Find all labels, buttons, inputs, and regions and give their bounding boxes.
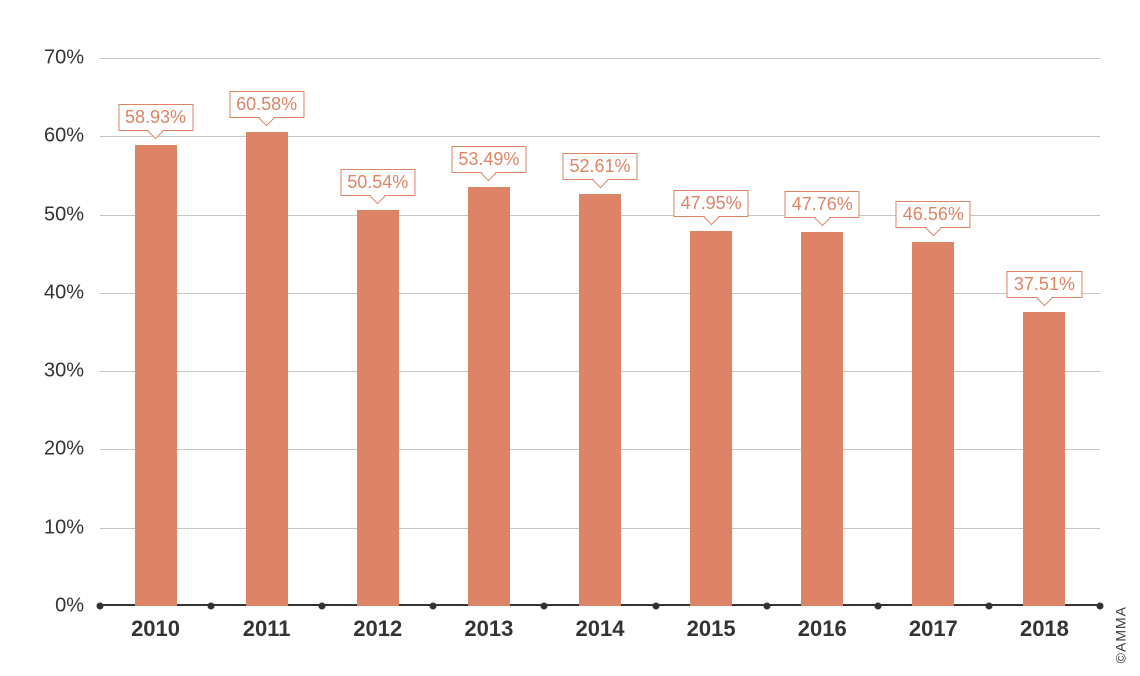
bar [1023, 312, 1065, 606]
data-label: 60.58% [229, 91, 304, 118]
x-tick-label: 2018 [1020, 616, 1069, 642]
bar [690, 231, 732, 606]
y-tick-label: 40% [24, 281, 84, 304]
y-tick-label: 30% [24, 360, 84, 383]
credit-text: ©AMMA [1112, 606, 1128, 663]
data-label: 37.51% [1007, 271, 1082, 298]
data-label: 46.56% [896, 201, 971, 228]
x-tick-label: 2016 [798, 616, 847, 642]
bar [135, 145, 177, 606]
x-tick-label: 2010 [131, 616, 180, 642]
x-tick-dot [874, 603, 881, 610]
x-tick-label: 2015 [687, 616, 736, 642]
x-tick-dot [763, 603, 770, 610]
x-tick-dot [430, 603, 437, 610]
x-tick-dot [985, 603, 992, 610]
bar [357, 210, 399, 606]
bar [912, 242, 954, 606]
x-tick-dot [541, 603, 548, 610]
data-label: 53.49% [451, 146, 526, 173]
data-label: 58.93% [118, 104, 193, 131]
data-label: 50.54% [340, 169, 415, 196]
data-label: 47.76% [785, 191, 860, 218]
bar [579, 194, 621, 606]
plot-area: 0%10%20%30%40%50%60%70%58.93%201060.58%2… [100, 58, 1100, 606]
x-tick-dot [1097, 603, 1104, 610]
x-tick-label: 2013 [464, 616, 513, 642]
gridline [100, 58, 1100, 59]
x-tick-label: 2011 [243, 616, 291, 642]
bar-chart: 0% 10% 20% 30% 40% 50% 60% 70% 58.93% 2010 60.58% 2… [0, 0, 1140, 676]
x-tick-label: 2017 [909, 616, 958, 642]
x-tick-dot [208, 603, 215, 610]
bar [468, 187, 510, 606]
y-tick-label: 20% [24, 438, 84, 461]
x-tick-dot [319, 603, 326, 610]
x-tick-dot [97, 603, 104, 610]
data-label: 52.61% [562, 153, 637, 180]
y-tick-label: 0% [24, 595, 84, 618]
y-tick-label: 50% [24, 203, 84, 226]
y-tick-label: 70% [24, 47, 84, 70]
bar [801, 232, 843, 606]
x-tick-dot [652, 603, 659, 610]
y-tick-label: 10% [24, 516, 84, 539]
x-tick-label: 2012 [353, 616, 402, 642]
y-tick-label: 60% [24, 125, 84, 148]
x-tick-label: 2014 [576, 616, 625, 642]
data-label: 47.95% [674, 190, 749, 217]
bar [246, 132, 288, 606]
